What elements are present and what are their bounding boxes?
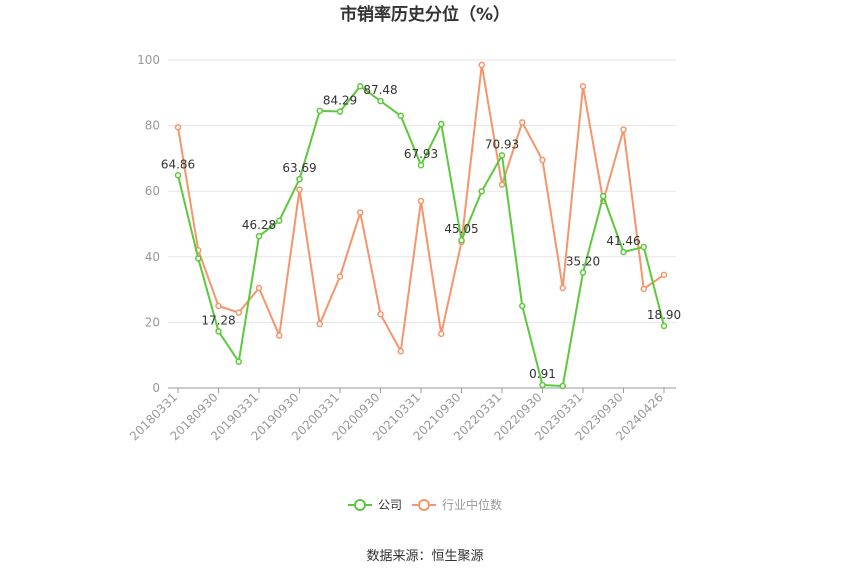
series-group	[174, 61, 668, 390]
legend: 公司 行业中位数	[348, 497, 502, 512]
x-axis-ticks: 2018033120180930201903312019093020200331…	[127, 388, 666, 443]
data-label-18: 0.91	[529, 367, 556, 381]
y-axis-ticks: 0 20 40 60 80 100	[137, 53, 160, 395]
y-tick-label-0: 0	[152, 381, 160, 395]
point-industry-median-15	[478, 61, 485, 69]
point-industry-median-0	[174, 123, 182, 131]
point-industry-median-3	[235, 309, 242, 316]
point-company-4	[255, 232, 263, 240]
point-company-13	[438, 120, 445, 128]
data-label-2: 17.28	[201, 313, 235, 327]
data-label-0: 64.86	[161, 157, 195, 171]
legend-industry-marker	[418, 499, 430, 511]
point-company-16	[498, 152, 506, 159]
data-label-4: 46.28	[242, 218, 276, 232]
gridlines	[168, 59, 676, 323]
y-tick-label-40: 40	[145, 250, 160, 264]
y-tick-label-100: 100	[137, 53, 160, 67]
data-label-22: 41.46	[606, 234, 640, 248]
point-industry-median-22	[620, 126, 627, 133]
point-company-6	[296, 175, 303, 183]
point-industry-median-19	[559, 284, 566, 292]
point-company-17	[519, 302, 526, 310]
point-industry-median-23	[640, 285, 647, 293]
data-label-16: 70.93	[485, 137, 519, 151]
point-company-14	[458, 236, 465, 244]
point-company-3	[235, 358, 242, 366]
point-company-10	[377, 97, 384, 105]
point-company-1	[195, 255, 202, 262]
point-industry-median-10	[377, 310, 384, 318]
data-label-24: 18.90	[647, 308, 681, 322]
y-tick-label-80: 80	[145, 119, 160, 133]
point-company-5	[276, 217, 283, 224]
point-industry-median-17	[519, 119, 526, 126]
point-company-20	[579, 269, 587, 276]
legend-item-company[interactable]: 公司	[348, 498, 402, 512]
point-industry-median-9	[357, 209, 364, 216]
point-company-8	[336, 108, 344, 115]
y-tick-label-20: 20	[145, 315, 160, 329]
point-industry-median-8	[336, 273, 344, 280]
point-company-24	[660, 322, 668, 330]
data-labels: 64.86 17.28 46.28 63.69 84.29 87.48 67.93 45.05…	[161, 83, 681, 381]
legend-item-industry-median[interactable]: 行业中位数	[412, 497, 502, 512]
chart-title: 市销率历史分位（%）	[340, 4, 510, 25]
point-company-15	[478, 187, 485, 195]
point-industry-median-5	[276, 332, 283, 339]
data-label-20: 35.20	[566, 255, 600, 269]
point-industry-median-24	[660, 271, 668, 279]
point-company-7	[316, 107, 323, 115]
series-line-industry-median	[177, 63, 665, 353]
point-company-23	[640, 243, 647, 251]
point-industry-median-6	[296, 186, 303, 193]
data-source: 数据来源：恒生聚源	[366, 549, 483, 564]
point-industry-median-20	[579, 82, 587, 90]
point-industry-median-4	[255, 284, 263, 292]
point-company-19	[559, 382, 566, 390]
point-industry-median-7	[316, 320, 323, 328]
data-label-14: 45.05	[444, 222, 478, 236]
point-company-18	[539, 381, 546, 389]
point-company-12	[417, 161, 425, 169]
legend-industry-label: 行业中位数	[442, 497, 502, 512]
point-industry-median-13	[438, 330, 445, 338]
data-label-12: 67.93	[404, 147, 438, 161]
point-industry-median-16	[498, 181, 506, 188]
point-company-2	[215, 328, 222, 335]
point-company-22	[620, 248, 627, 256]
point-company-0	[174, 172, 182, 179]
data-label-8: 84.29	[323, 94, 357, 108]
y-tick-label-60: 60	[145, 184, 160, 198]
data-label-6: 63.69	[282, 161, 316, 175]
point-company-11	[397, 112, 404, 120]
point-industry-median-18	[539, 156, 546, 164]
legend-company-label: 公司	[378, 498, 402, 512]
data-label-10: 87.48	[363, 83, 397, 97]
point-company-21	[600, 192, 607, 200]
point-company-9	[357, 82, 364, 90]
legend-company-marker	[354, 499, 366, 511]
point-industry-median-11	[397, 348, 404, 355]
point-industry-median-12	[417, 197, 425, 205]
point-industry-median-2	[215, 302, 222, 310]
